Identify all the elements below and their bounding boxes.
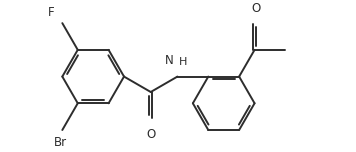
Text: F: F [48, 6, 54, 19]
Text: O: O [146, 128, 155, 141]
Text: O: O [251, 2, 260, 15]
Text: Br: Br [54, 136, 67, 149]
Text: N: N [165, 54, 174, 67]
Text: H: H [179, 57, 188, 67]
